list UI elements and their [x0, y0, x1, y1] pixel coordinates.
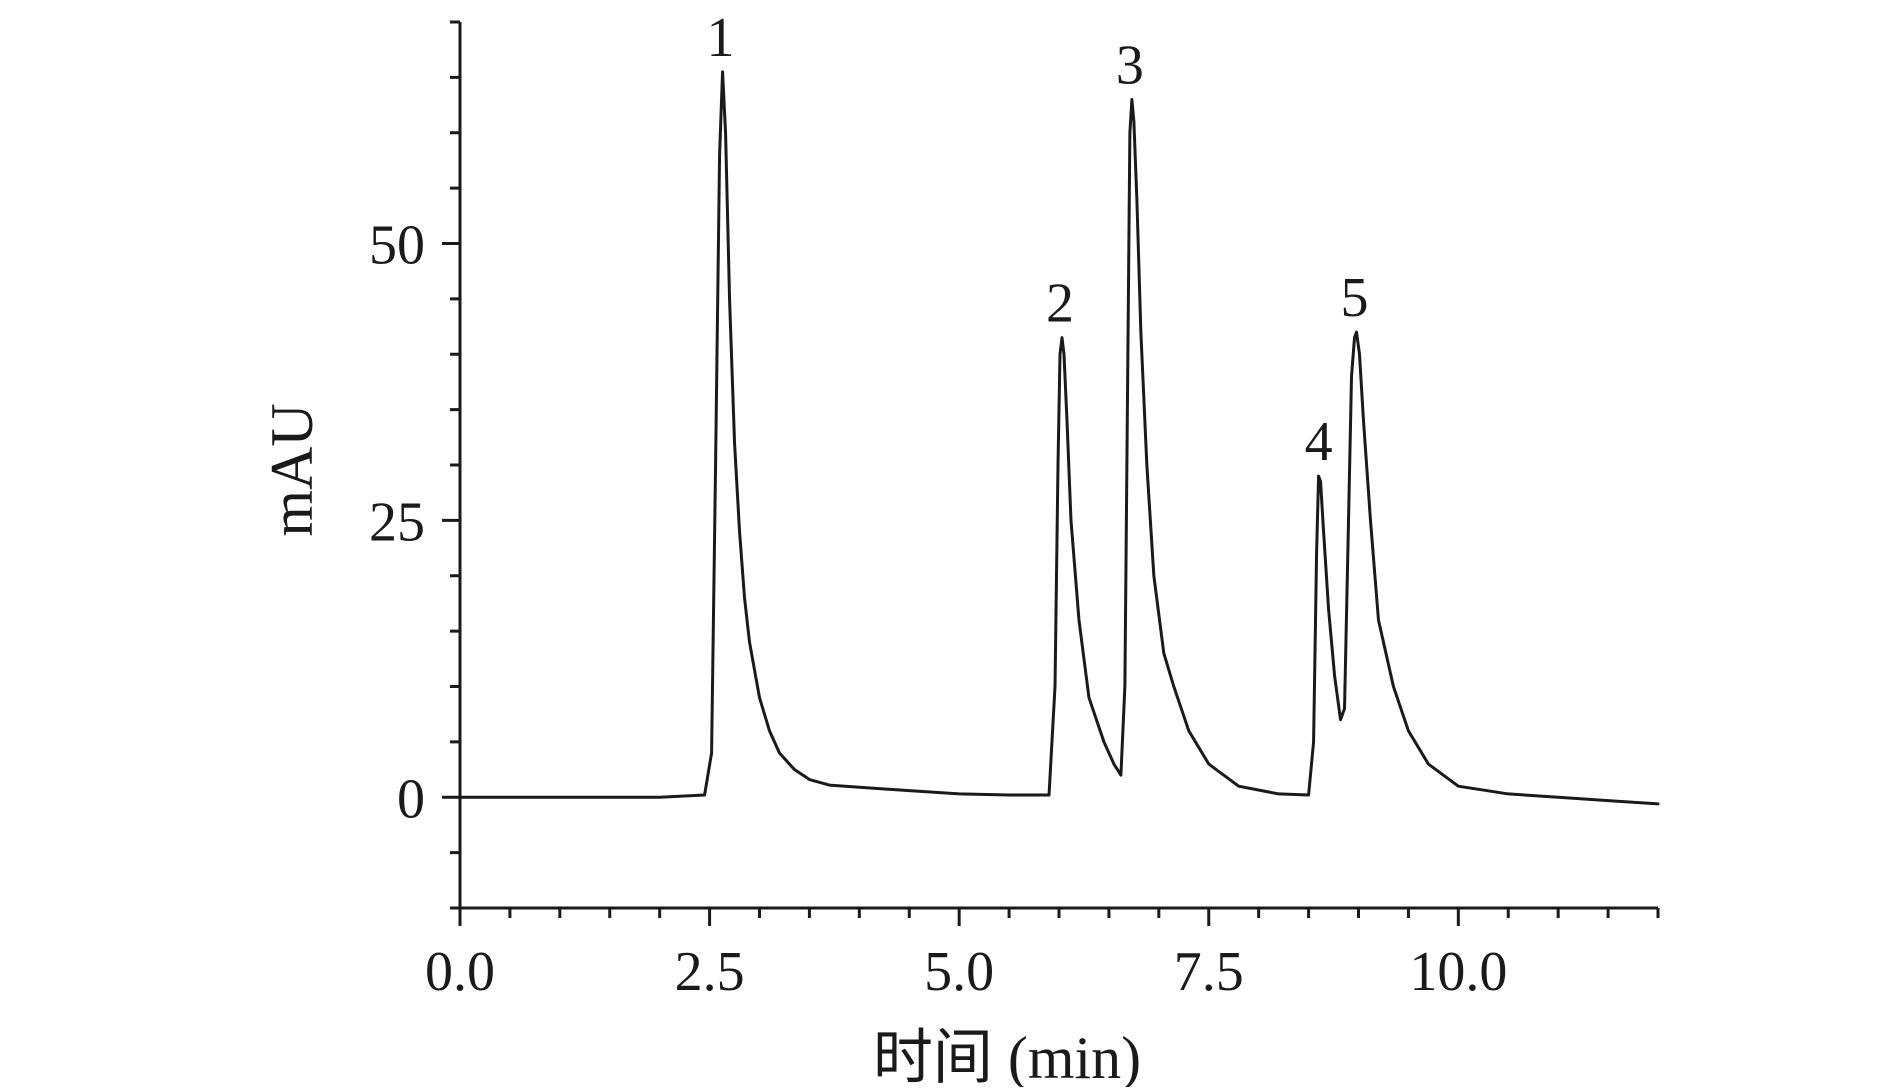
chromatogram-trace	[458, 70, 1660, 806]
x-tick-label: 10.0	[1409, 941, 1507, 1003]
y-axis-title: mAU	[259, 403, 325, 536]
x-tick-label: 2.5	[675, 941, 745, 1003]
peak-label: 5	[1341, 267, 1369, 329]
peak-label: 3	[1116, 35, 1144, 97]
x-tick-label: 7.5	[1174, 941, 1244, 1003]
peak-label: 1	[707, 7, 735, 69]
x-tick-label: 0.0	[425, 941, 495, 1003]
y-tick-label: 50	[369, 215, 425, 277]
x-tick-label: 5.0	[924, 941, 994, 1003]
peak-label: 2	[1046, 273, 1074, 335]
series	[458, 70, 1660, 806]
peak-label: 4	[1305, 411, 1333, 473]
peak-labels: 1 2 3 4 5	[707, 7, 1369, 473]
x-axis-title: 时间 (min)	[873, 1025, 1141, 1087]
y-tick-label: 25	[369, 491, 425, 553]
y-tick-label: 0	[397, 768, 425, 830]
